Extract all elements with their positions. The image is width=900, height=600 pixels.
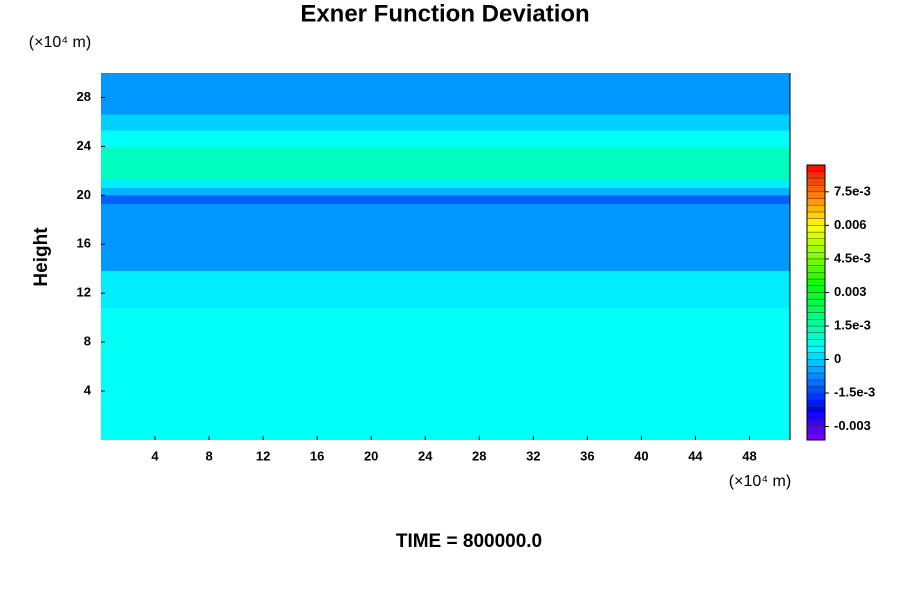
- y-tick-label: 12: [77, 285, 91, 300]
- colorbar-cell: [806, 251, 826, 260]
- colorbar-cell: [806, 392, 826, 400]
- colorbar-cell: [806, 412, 826, 421]
- colorbar-cell: [806, 178, 826, 186]
- colorbar-cell: [806, 352, 826, 360]
- colorbar-tick-label: 1.5e-3: [834, 317, 871, 332]
- colorbar-cell: [806, 319, 826, 327]
- colorbar-cell: [806, 245, 826, 253]
- contour-band: [101, 203, 790, 272]
- colorbar-tick-label: 0: [834, 351, 841, 366]
- colorbar-cell: [806, 205, 826, 213]
- colorbar-cell: [806, 278, 826, 286]
- y-tick-label: 24: [77, 138, 92, 153]
- colorbar-cell: [806, 372, 826, 380]
- contour-band: [101, 130, 790, 148]
- x-tick-label: 20: [364, 448, 378, 463]
- contour-band: [101, 179, 790, 188]
- y-tick-label: 4: [84, 383, 92, 398]
- x-tick-label: 44: [688, 448, 703, 463]
- colorbar-cell: [806, 218, 826, 226]
- colorbar-cell: [806, 285, 826, 293]
- contour-band: [101, 187, 790, 196]
- contour-band: [101, 147, 790, 180]
- colorbar-cell: [806, 171, 826, 179]
- x-tick-label: 8: [205, 448, 212, 463]
- colorbar-cell: [806, 366, 826, 374]
- x-tick-label: 28: [472, 448, 486, 463]
- colorbar-cell: [806, 272, 826, 280]
- colorbar-cell: [806, 292, 826, 300]
- colorbar-tick-label: -0.003: [834, 418, 871, 433]
- colorbar-cell: [806, 258, 826, 266]
- x-tick-label: 32: [526, 448, 540, 463]
- chart-title: Exner Function Deviation: [300, 0, 589, 27]
- colorbar-cell: [806, 231, 826, 239]
- x-tick-label: 12: [256, 448, 270, 463]
- colorbar-cell: [806, 211, 826, 219]
- colorbar-cell: [806, 265, 826, 273]
- y-axis-label: Height: [31, 227, 52, 287]
- colorbar-tick-label: 4.5e-3: [834, 250, 871, 265]
- colorbar-cell: [806, 191, 826, 199]
- colorbar-cell: [806, 238, 826, 246]
- colorbar-cell: [806, 406, 826, 414]
- contour-band: [101, 73, 790, 115]
- x-tick-label: 16: [310, 448, 324, 463]
- colorbar-tick-label: 0.003: [834, 284, 867, 299]
- contour-band: [101, 271, 790, 308]
- colorbar-cell: [806, 305, 826, 313]
- colorbar-cell: [806, 164, 826, 172]
- contour-band: [101, 114, 790, 131]
- colorbar-cell: [806, 386, 826, 394]
- x-tick-label: 4: [151, 448, 159, 463]
- colorbar-frame: [806, 164, 826, 441]
- colorbar-cell: [806, 399, 826, 407]
- colorbar-cell: [806, 184, 826, 193]
- colorbar-cell: [806, 345, 826, 354]
- x-tick-label: 24: [418, 448, 433, 463]
- y-tick-label: 8: [84, 334, 91, 349]
- colorbar-cell: [806, 419, 826, 427]
- colorbar-cell: [806, 379, 826, 387]
- colorbar-cell: [806, 325, 826, 333]
- colorbar-cell: [806, 298, 826, 307]
- y-tick-label: 28: [77, 89, 91, 104]
- footer: TIME = 800000.0: [396, 531, 542, 552]
- colorbar-cell: [806, 359, 826, 367]
- y-unit: (×10⁴ m): [29, 34, 91, 51]
- colorbar-tick-label: 0.006: [834, 217, 867, 232]
- x-tick-label: 48: [742, 448, 756, 463]
- colorbar-cell: [806, 426, 826, 434]
- colorbar-cell: [806, 312, 826, 320]
- contour-band: [101, 307, 790, 440]
- colorbar-tick-label: -1.5e-3: [834, 384, 875, 399]
- x-tick-label: 40: [634, 448, 648, 463]
- y-tick-label: 16: [77, 236, 91, 251]
- colorbar-cell: [806, 332, 826, 340]
- colorbar-tick-label: 7.5e-3: [834, 183, 871, 198]
- colorbar-cell: [806, 433, 826, 441]
- contour-band: [101, 195, 790, 204]
- colorbar-cell: [806, 339, 826, 347]
- x-unit: (×10⁴ m): [729, 473, 791, 490]
- colorbar-cell: [806, 198, 826, 206]
- y-tick-label: 20: [77, 187, 91, 202]
- colorbar-cell: [806, 225, 826, 233]
- x-tick-label: 36: [580, 448, 594, 463]
